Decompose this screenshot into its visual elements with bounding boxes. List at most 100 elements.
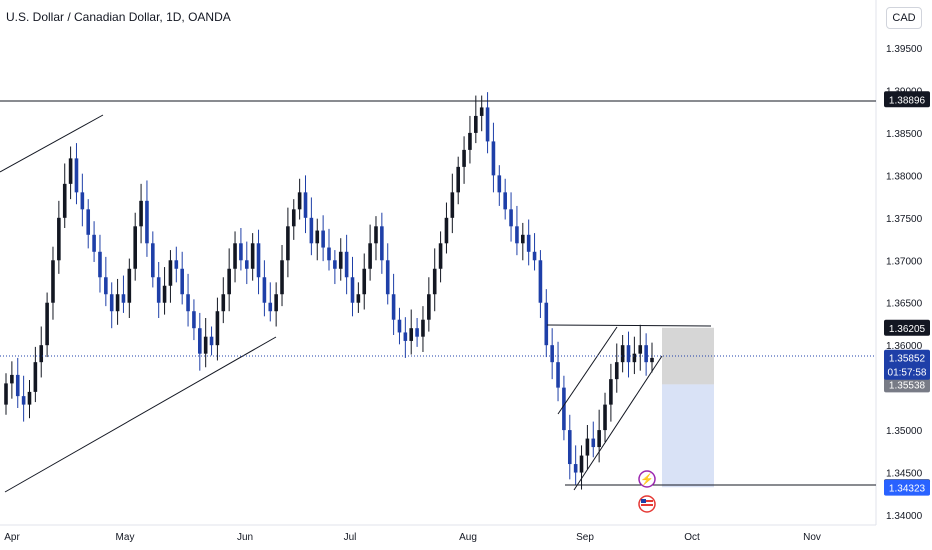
candle-body xyxy=(309,217,314,244)
candle-body xyxy=(597,430,601,448)
y-axis-ticks: 1.395001.390001.385001.380001.375001.370… xyxy=(886,44,923,522)
candle-body xyxy=(515,226,519,244)
candle-body xyxy=(427,294,431,320)
candle-body xyxy=(145,200,149,244)
lightning-event-icon[interactable]: ⚡ xyxy=(638,470,656,488)
candle-body xyxy=(421,319,425,337)
candle-body xyxy=(98,251,102,278)
candle-body xyxy=(344,251,349,278)
candle-body xyxy=(203,336,208,354)
candle-body xyxy=(521,234,525,244)
y-tick-label: 1.36500 xyxy=(886,299,923,310)
candle-body xyxy=(86,209,91,235)
candle-body xyxy=(198,328,202,354)
candle-body xyxy=(444,217,449,244)
candle-body xyxy=(603,404,607,431)
price-label-text: 1.35538 xyxy=(889,380,926,391)
trendline-lower-left[interactable] xyxy=(4,336,277,493)
candle-body xyxy=(57,217,61,261)
current-price-box xyxy=(884,349,930,380)
candle-body xyxy=(268,302,273,312)
candle-body xyxy=(626,345,631,363)
candle-body xyxy=(391,294,396,320)
candle-body xyxy=(544,302,549,346)
candle-body xyxy=(456,166,460,193)
candle-body xyxy=(168,260,173,286)
candle-body xyxy=(227,268,231,295)
y-tick-label: 1.39500 xyxy=(886,44,923,55)
candle-body xyxy=(115,294,120,312)
drawings[interactable] xyxy=(0,100,876,493)
candle-body xyxy=(186,294,190,312)
y-tick-label: 1.37000 xyxy=(886,256,923,267)
candle-body xyxy=(497,175,502,193)
candle-body xyxy=(462,149,466,167)
candle-body xyxy=(474,115,478,133)
currency-button[interactable]: CAD xyxy=(886,7,922,29)
candle-body xyxy=(609,379,613,405)
candle-body xyxy=(68,158,73,184)
candle-body xyxy=(51,260,55,303)
candle-body xyxy=(233,243,237,269)
candle-body xyxy=(538,260,543,303)
candle-body xyxy=(274,294,278,312)
candle-body xyxy=(620,345,625,363)
countdown-text: 01:57:58 xyxy=(888,368,927,379)
y-tick-label: 1.34000 xyxy=(886,511,923,522)
candle-body xyxy=(374,226,378,244)
candle-body xyxy=(297,192,302,210)
y-tick-label: 1.37500 xyxy=(886,214,923,225)
candle-body xyxy=(21,396,26,405)
current-price-text: 1.35852 xyxy=(889,354,926,365)
candle-body xyxy=(479,107,484,116)
x-tick-label: Jun xyxy=(237,532,253,543)
candle-body xyxy=(362,268,367,295)
candle-body xyxy=(209,336,214,346)
candle-body xyxy=(632,353,637,363)
candle-body xyxy=(174,260,179,269)
x-tick-label: Apr xyxy=(4,532,20,543)
price-label-text: 1.34323 xyxy=(889,484,926,495)
candle-body xyxy=(262,277,267,303)
candle-body xyxy=(368,243,372,269)
candle-body xyxy=(567,430,572,465)
candle-body xyxy=(509,209,513,227)
candle-body xyxy=(280,260,284,295)
x-tick-label: Sep xyxy=(576,532,594,543)
candle-body xyxy=(644,345,648,363)
candle-body xyxy=(315,230,320,244)
candle-body xyxy=(550,345,554,363)
candle-body xyxy=(638,345,643,354)
candle-body xyxy=(4,383,8,405)
candle-body xyxy=(180,268,184,295)
take-profit-zone[interactable] xyxy=(662,384,714,488)
y-tick-label: 1.34500 xyxy=(886,469,923,480)
price-label-box xyxy=(884,376,930,393)
candle-body xyxy=(333,260,337,269)
candle-body xyxy=(503,192,507,210)
candle-body xyxy=(585,438,590,456)
candle-body xyxy=(127,268,132,303)
us-flag-event-icon[interactable] xyxy=(638,495,656,513)
candle-body xyxy=(579,455,584,473)
candle-body xyxy=(573,464,578,473)
channel-lower-line[interactable] xyxy=(573,355,663,491)
candle-body xyxy=(291,209,296,227)
candle-body xyxy=(109,294,114,312)
candle-body xyxy=(104,277,108,295)
x-tick-label: Aug xyxy=(459,532,477,543)
candle-body xyxy=(133,226,137,269)
candle-body xyxy=(139,200,143,227)
candle-body xyxy=(62,183,67,218)
candle-body xyxy=(286,226,290,261)
candle-body xyxy=(151,243,155,278)
x-tick-label: Jul xyxy=(344,532,357,543)
chart-title: U.S. Dollar / Canadian Dollar, 1D, OANDA xyxy=(6,10,231,24)
candle-body xyxy=(532,251,537,261)
candle-body xyxy=(438,243,443,269)
resistance-line[interactable] xyxy=(546,324,712,327)
channel-upper-line[interactable] xyxy=(557,326,618,415)
candle-body xyxy=(403,332,408,341)
trendline-upper-left[interactable] xyxy=(0,114,104,173)
